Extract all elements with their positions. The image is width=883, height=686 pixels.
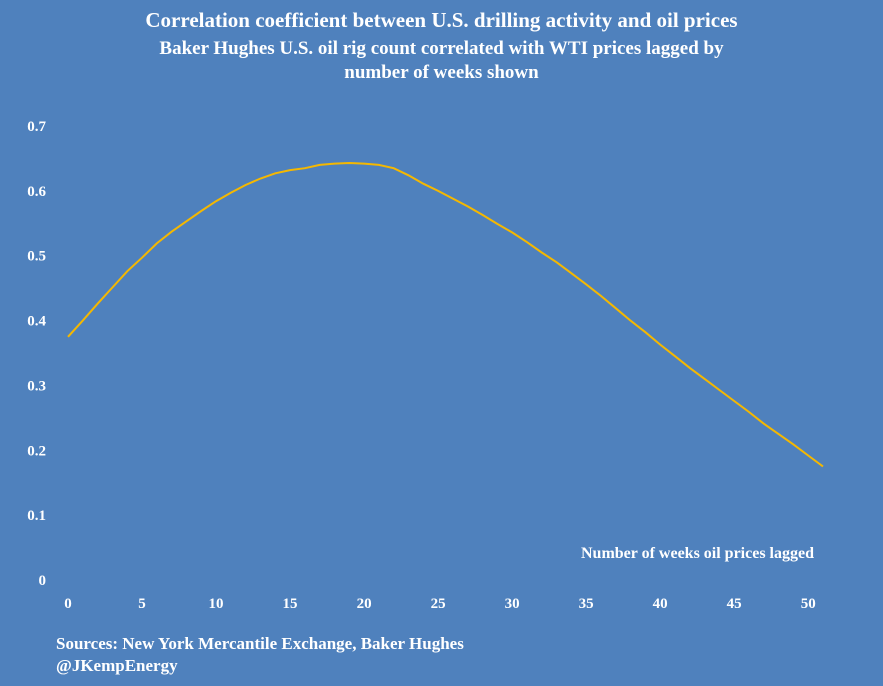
x-tick-label: 0 — [64, 596, 72, 612]
x-tick-label: 25 — [431, 596, 446, 612]
x-tick-label: 35 — [579, 596, 594, 612]
x-tick-label: 30 — [505, 596, 520, 612]
x-tick-label: 5 — [138, 596, 146, 612]
x-axis-ticks: 0 5 10 15 20 25 30 35 40 45 50 — [64, 596, 815, 612]
chart-subtitle-line-1: Baker Hughes U.S. oil rig count correlat… — [159, 38, 724, 59]
y-axis-ticks: 0 0.1 0.2 0.3 0.4 0.5 0.6 0.7 — [27, 119, 46, 589]
x-tick-label: 50 — [801, 596, 816, 612]
x-tick-label: 45 — [727, 596, 742, 612]
x-axis-label: Number of weeks oil prices lagged — [581, 545, 814, 562]
y-tick-label: 0.4 — [27, 314, 46, 330]
y-tick-label: 0.3 — [27, 378, 46, 394]
y-tick-label: 0 — [39, 573, 47, 589]
y-tick-label: 0.6 — [27, 184, 46, 200]
y-tick-label: 0.7 — [27, 119, 46, 135]
chart-title: Correlation coefficient between U.S. dri… — [145, 8, 738, 32]
author-handle: @JKempEnergy — [56, 656, 178, 675]
series-line-correlation — [67, 161, 824, 468]
x-tick-label: 40 — [653, 596, 668, 612]
x-tick-label: 10 — [209, 596, 224, 612]
y-tick-label: 0.2 — [27, 443, 46, 459]
sources-note: Sources: New York Mercantile Exchange, B… — [56, 634, 464, 653]
x-tick-label: 15 — [283, 596, 298, 612]
y-tick-label: 0.5 — [27, 249, 46, 265]
y-tick-label: 0.1 — [27, 508, 46, 524]
x-tick-label: 20 — [357, 596, 372, 612]
chart-subtitle-line-2: number of weeks shown — [344, 62, 539, 83]
